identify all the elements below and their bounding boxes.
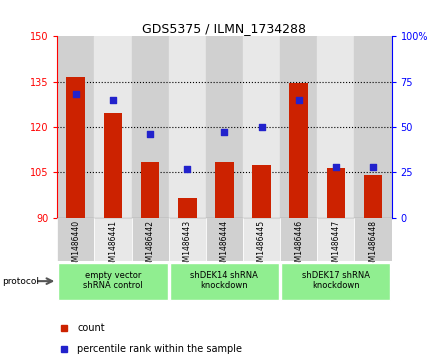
Bar <box>57 218 94 261</box>
Title: GDS5375 / ILMN_1734288: GDS5375 / ILMN_1734288 <box>143 22 306 35</box>
Point <box>295 97 302 103</box>
Text: GSM1486444: GSM1486444 <box>220 220 229 271</box>
Bar <box>132 218 169 261</box>
Text: GSM1486441: GSM1486441 <box>108 220 117 271</box>
FancyBboxPatch shape <box>59 262 168 300</box>
Point <box>147 131 154 137</box>
Point <box>258 124 265 130</box>
Bar <box>317 36 355 218</box>
Bar <box>141 162 159 218</box>
Bar <box>355 36 392 218</box>
Bar <box>206 218 243 261</box>
Bar <box>280 218 317 261</box>
Bar <box>206 36 243 218</box>
Bar <box>66 77 85 218</box>
Text: GSM1486447: GSM1486447 <box>331 220 341 271</box>
Text: shDEK17 shRNA
knockdown: shDEK17 shRNA knockdown <box>302 271 370 290</box>
Bar <box>57 36 94 218</box>
Point <box>332 164 339 170</box>
Bar <box>104 113 122 218</box>
Text: GSM1486446: GSM1486446 <box>294 220 303 271</box>
Text: GSM1486445: GSM1486445 <box>257 220 266 271</box>
Bar <box>252 165 271 218</box>
Text: GSM1486440: GSM1486440 <box>71 220 80 271</box>
Bar <box>243 36 280 218</box>
Text: GSM1486448: GSM1486448 <box>369 220 378 271</box>
Text: shDEK14 shRNA
knockdown: shDEK14 shRNA knockdown <box>191 271 258 290</box>
Bar <box>326 168 345 218</box>
FancyBboxPatch shape <box>281 262 390 300</box>
Bar <box>355 218 392 261</box>
Point <box>221 130 228 135</box>
Bar <box>169 36 206 218</box>
FancyBboxPatch shape <box>170 262 279 300</box>
Bar <box>215 162 234 218</box>
Bar <box>178 198 197 218</box>
Point <box>72 91 79 97</box>
Text: empty vector
shRNA control: empty vector shRNA control <box>83 271 143 290</box>
Text: protocol: protocol <box>2 277 39 286</box>
Bar <box>169 218 206 261</box>
Bar <box>94 218 132 261</box>
Bar <box>364 175 382 218</box>
Bar <box>243 218 280 261</box>
Text: GSM1486442: GSM1486442 <box>146 220 154 271</box>
Point <box>184 166 191 172</box>
Point <box>370 164 377 170</box>
Bar <box>290 83 308 218</box>
Text: count: count <box>77 323 105 333</box>
Bar <box>280 36 317 218</box>
Bar <box>94 36 132 218</box>
Bar <box>317 218 355 261</box>
Point <box>110 97 117 103</box>
Bar <box>132 36 169 218</box>
Text: GSM1486443: GSM1486443 <box>183 220 192 271</box>
Text: percentile rank within the sample: percentile rank within the sample <box>77 344 242 354</box>
